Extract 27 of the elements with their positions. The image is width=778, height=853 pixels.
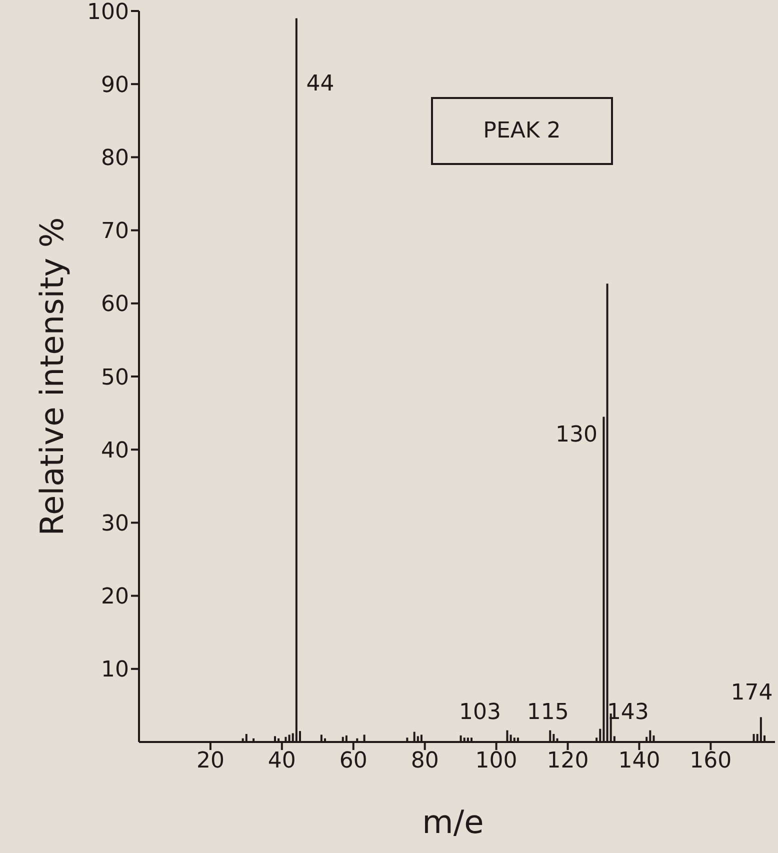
y-tick-label: 80: [101, 146, 129, 172]
x-tick-label: 60: [339, 748, 368, 774]
annotation: 174: [730, 680, 773, 706]
x-axis-title: m/e: [422, 803, 484, 841]
x-tick-label: 80: [410, 748, 439, 774]
annotation: 143: [606, 700, 649, 725]
annotation: 103: [459, 700, 502, 725]
y-tick-label: 20: [101, 584, 129, 610]
y-tick-label: 40: [101, 438, 129, 464]
x-tick-label: 140: [618, 748, 660, 774]
annotation: 115: [526, 700, 569, 725]
y-axis-title: Relative intensity %: [33, 217, 71, 536]
y-tick-label: 30: [101, 512, 129, 537]
annotation: 44: [306, 72, 334, 97]
y-tick-label: 90: [101, 72, 129, 98]
y-tick-label: 10: [101, 658, 129, 683]
x-tick-label: 40: [268, 748, 296, 774]
x-tick-label: 160: [690, 748, 732, 774]
y-tick-label: 70: [101, 219, 129, 244]
y-tick-label: 100: [87, 0, 129, 25]
y-tick-label: 50: [101, 365, 129, 390]
y-tick-label: 60: [101, 292, 129, 318]
x-tick-label: 120: [546, 748, 589, 774]
annotation: 130: [555, 422, 598, 448]
x-tick-label: 100: [475, 748, 518, 774]
annotation: PEAK 2: [483, 118, 561, 144]
x-tick-label: 20: [196, 748, 224, 774]
